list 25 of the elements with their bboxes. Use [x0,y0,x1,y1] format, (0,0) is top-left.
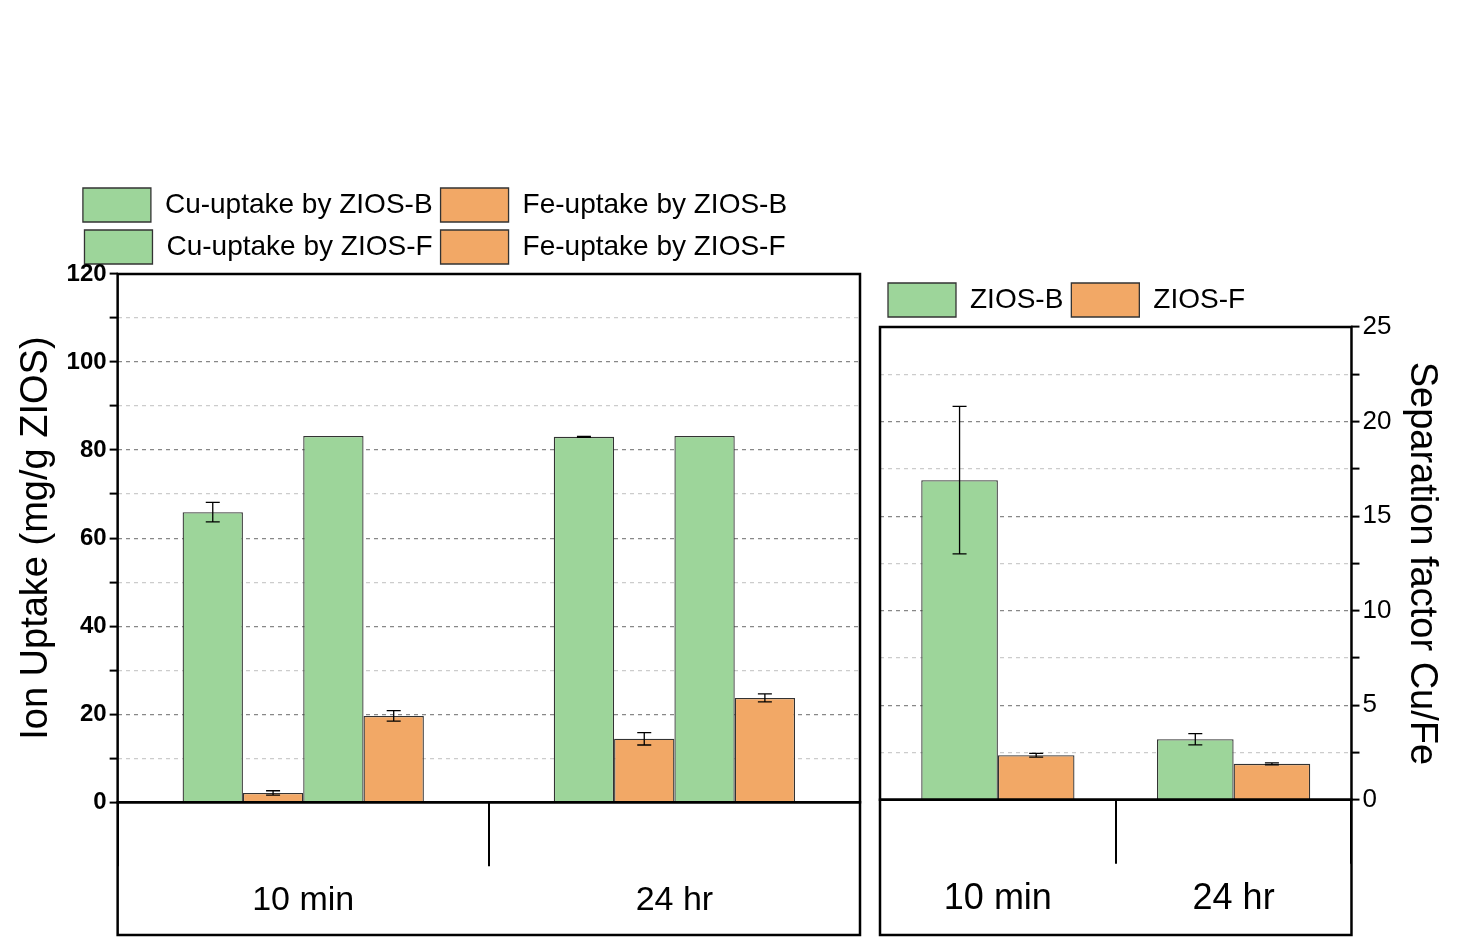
x-tick-label: 10 min [943,876,1052,918]
y-tick-label: 80 [79,434,107,462]
x-tick-label: 24 hr [635,878,714,917]
y-tick-label: 20 [79,698,107,726]
legend-label: ZIOS-B [970,282,1064,314]
y-tick-label: 60 [79,522,107,550]
y-tick-label: 20 [1362,404,1392,435]
x-tick-label: 24 hr [1192,876,1275,918]
legend-label: Cu-uptake by ZIOS-B [164,187,433,219]
legend-label: ZIOS-F [1153,282,1246,314]
y-tick-label: 120 [66,258,107,286]
y-tick-label: 10 [1362,593,1392,624]
y-tick-label: 0 [1362,782,1377,813]
x-tick-label: 10 min [252,878,355,917]
legend-label: Fe-uptake by ZIOS-B [522,187,788,219]
y-tick-label: 0 [93,786,107,814]
legend-label: Cu-uptake by ZIOS-F [166,229,433,261]
y-axis-title: Ion Uptake (mg/g ZIOS) [13,336,56,740]
y-tick-label: 25 [1362,310,1392,341]
y-tick-label: 5 [1362,688,1377,719]
legend-label: Fe-uptake by ZIOS-F [522,229,786,261]
y-tick-label: 40 [79,610,107,638]
y-axis-title: Separation factor Cu/Fe [1402,361,1445,766]
y-tick-label: 100 [66,346,107,374]
y-tick-label: 15 [1362,499,1392,530]
